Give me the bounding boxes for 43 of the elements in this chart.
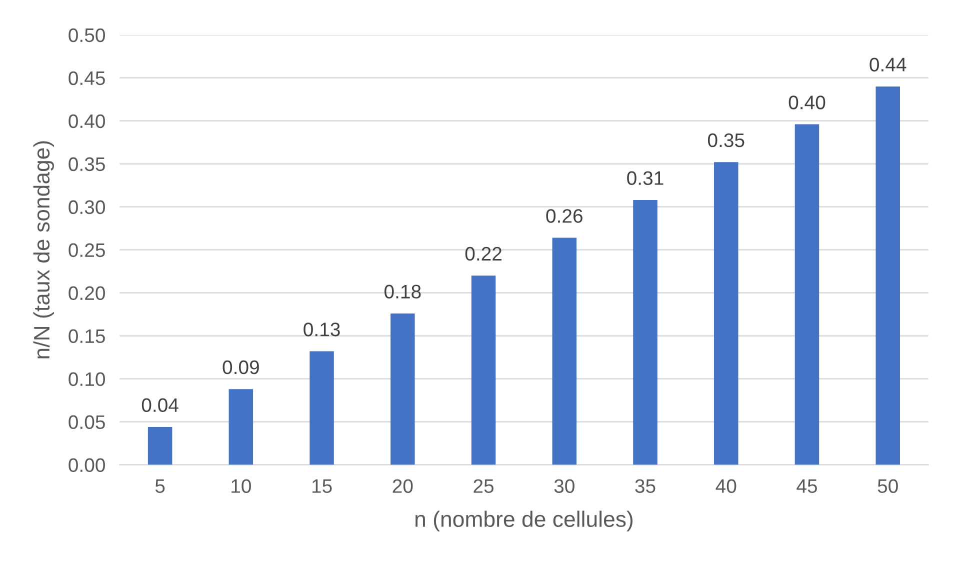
data-label: 0.04 xyxy=(142,398,178,412)
bar xyxy=(148,426,172,465)
x-tick-label: 10 xyxy=(232,479,251,493)
y-tick-label: 0.40 xyxy=(68,114,105,128)
bar xyxy=(633,200,658,465)
x-tick-label: 45 xyxy=(796,479,817,493)
y-tick-label: 0.50 xyxy=(68,28,105,42)
bar xyxy=(471,276,496,465)
y-tick-label: 0.45 xyxy=(68,71,105,86)
bar xyxy=(714,162,738,465)
x-tick-label: 25 xyxy=(474,479,494,493)
y-tick-label: 0.10 xyxy=(68,372,105,386)
x-tick-label: 35 xyxy=(635,479,656,493)
x-tick-label: 50 xyxy=(878,479,898,493)
y-tick-label: 0.20 xyxy=(68,286,105,300)
y-tick-label: 0.30 xyxy=(68,200,105,214)
data-label: 0.40 xyxy=(788,96,826,110)
x-tick-label: 5 xyxy=(155,479,165,493)
data-label: 0.13 xyxy=(304,322,340,336)
y-tick-label: 0.05 xyxy=(68,415,105,430)
bar xyxy=(390,313,415,465)
data-label: 0.09 xyxy=(222,360,259,374)
y-axis-title: n/N (taux de sondage) xyxy=(33,141,54,358)
y-tick-label: 0.25 xyxy=(68,243,105,258)
y-tick-label: 0.15 xyxy=(68,329,105,344)
y-tick-label: 0.35 xyxy=(68,157,105,172)
data-label: 0.26 xyxy=(546,209,582,223)
data-label: 0.22 xyxy=(465,246,502,261)
bar xyxy=(876,86,900,465)
bar xyxy=(552,238,577,465)
bar xyxy=(794,124,820,465)
x-tick-label: 40 xyxy=(716,479,736,493)
x-tick-label: 30 xyxy=(554,479,574,493)
data-label: 0.44 xyxy=(870,58,906,72)
x-axis-title: n (nombre de cellules) xyxy=(416,510,633,532)
data-label: 0.35 xyxy=(708,133,744,148)
x-tick-label: 20 xyxy=(392,479,413,493)
y-tick-label: 0.00 xyxy=(68,458,105,472)
bar xyxy=(310,351,334,465)
data-label: 0.18 xyxy=(384,284,421,299)
x-tick-label: 15 xyxy=(312,479,332,493)
data-label: 0.31 xyxy=(627,171,664,186)
bar xyxy=(228,389,254,465)
